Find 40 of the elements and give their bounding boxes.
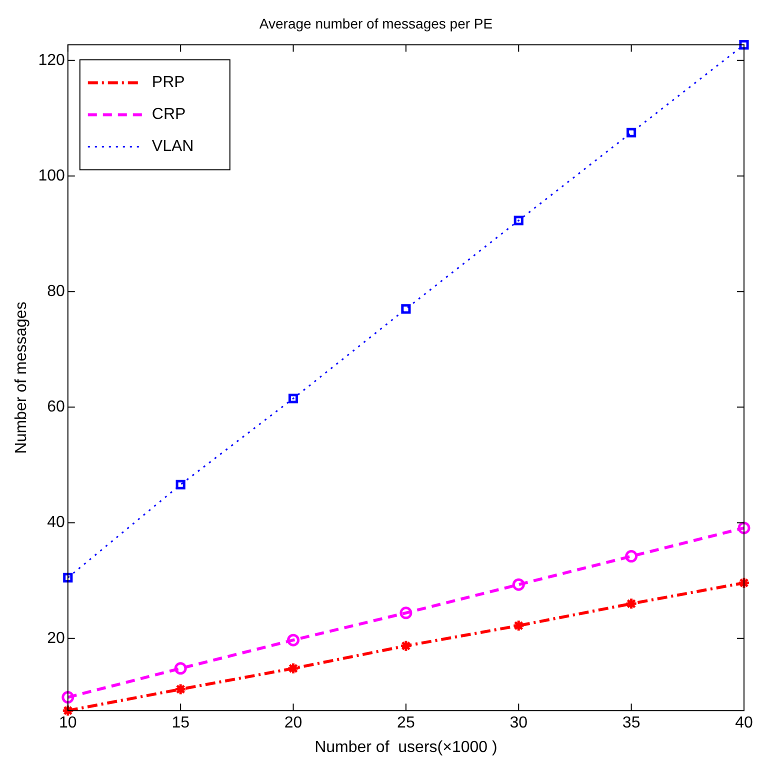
x-tick-label: 20 [284,714,302,732]
y-axis-title: Number of messages [13,302,30,454]
x-tick-label: 30 [510,714,528,732]
point [62,704,74,717]
point [287,634,300,646]
point [288,394,298,404]
y-tick-label: 100 [38,167,65,184]
x-tick-label: 40 [735,714,753,732]
point [512,578,525,591]
y-tick-label: 80 [47,282,65,300]
x-tick-label: 35 [622,714,640,732]
point [739,40,749,50]
y-tick-label: 40 [47,514,65,532]
point [512,619,525,632]
point [174,662,187,675]
legend-label: PRP [152,74,185,92]
point [401,304,411,314]
point [738,522,750,534]
point [174,682,187,696]
point [400,606,412,620]
point [62,691,74,704]
x-tick-label: 25 [397,714,415,732]
point [625,597,638,610]
point [400,640,412,652]
point [176,480,186,490]
y-tick-label: 20 [47,630,65,647]
y-tick-label: 60 [47,398,65,416]
legend-label: VLAN [152,138,194,156]
point [625,550,638,563]
y-tick-label: 120 [38,52,65,69]
point [287,662,300,675]
chart-title: Average number of messages per PE [259,15,493,32]
x-tick-label: 15 [172,714,190,732]
point [514,216,524,226]
point [738,576,750,590]
x-tick-label: 10 [58,714,77,732]
legend-label: CRP [152,106,186,124]
point [626,128,636,138]
point [63,572,73,582]
x-axis-title: Number of users(×1000 ) [314,738,498,756]
